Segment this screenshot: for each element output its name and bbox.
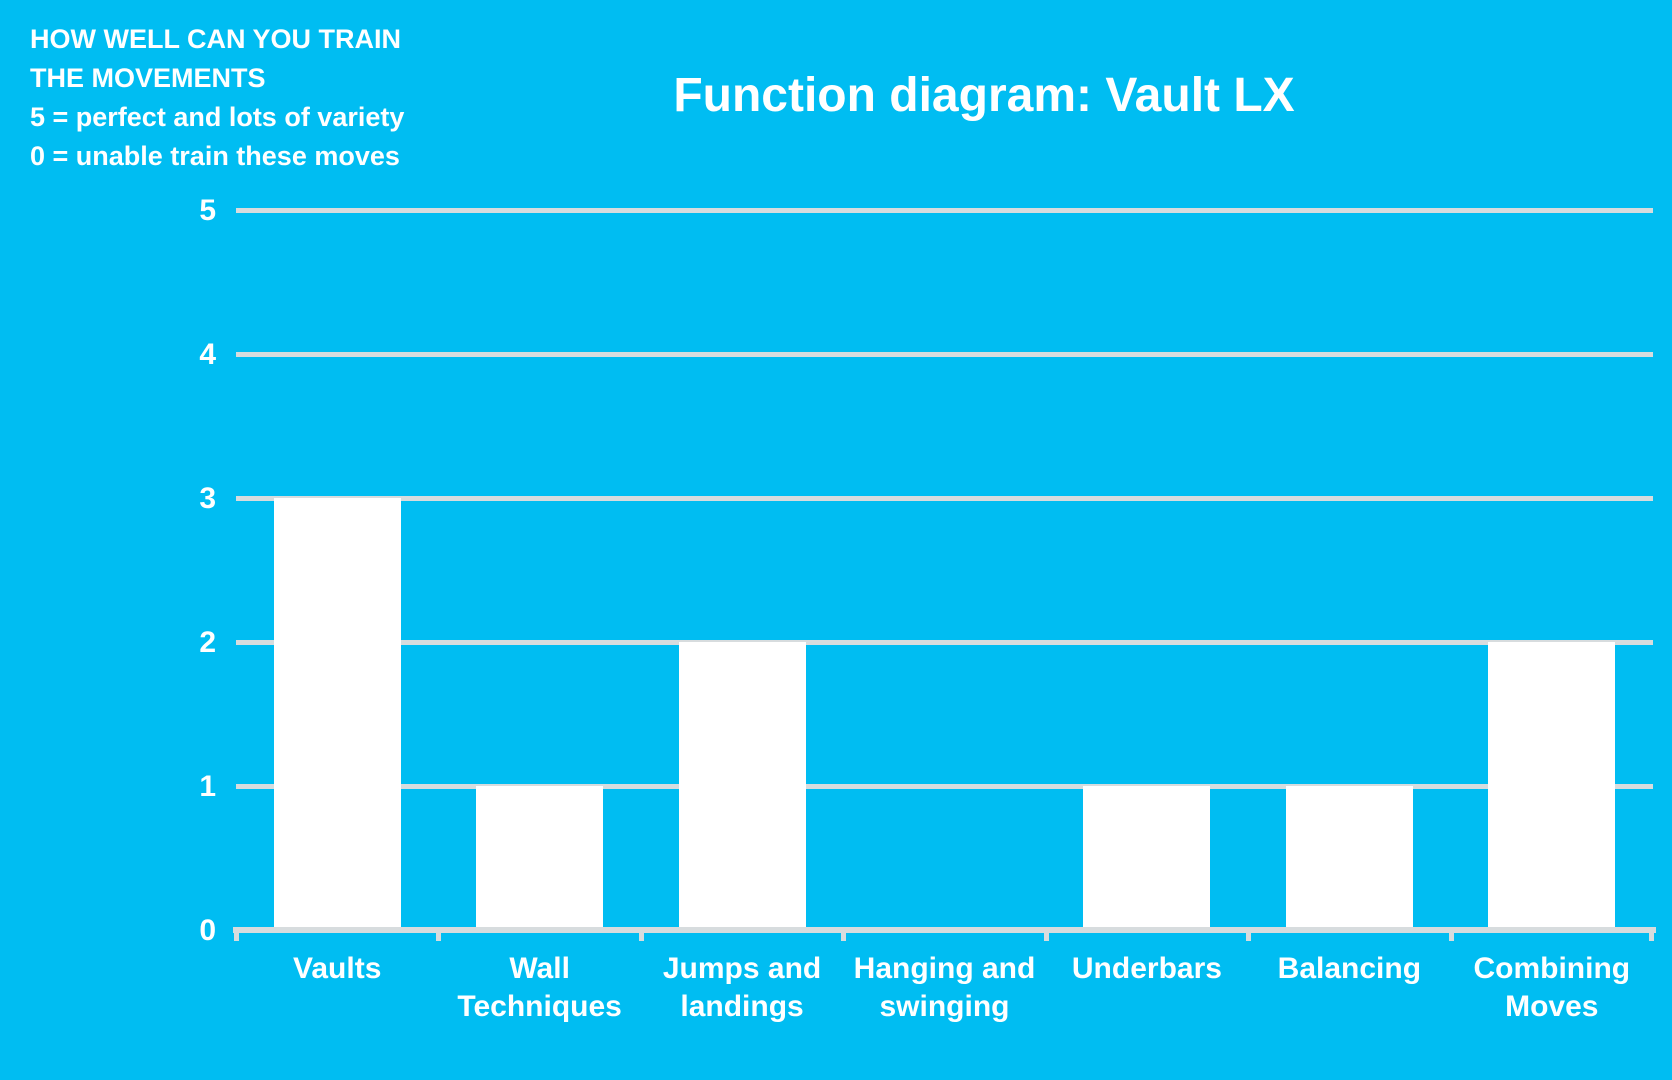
y-tick-label-4: 4 [199, 338, 216, 371]
gridline-4 [236, 352, 1653, 357]
x-axis-line [233, 927, 1656, 933]
bar-combining-moves [1488, 642, 1616, 930]
bar-wall-techniques [476, 786, 604, 930]
bar-underbars [1083, 786, 1211, 930]
x-axis-labels: Vaults Wall Techniques Jumps and landings H… [236, 950, 1653, 1060]
axis-tick-6 [1448, 930, 1454, 941]
gridline-1 [236, 784, 1653, 789]
bar-jumps-and-landings [678, 642, 806, 930]
y-tick-label-0: 0 [199, 914, 216, 947]
chart-title: Function diagram: Vault LX [673, 69, 1295, 122]
gridline-3 [236, 496, 1653, 501]
plot-area [233, 208, 1656, 941]
axis-tick-5 [1246, 930, 1252, 941]
axis-tick-1 [436, 930, 442, 941]
annotation-line-1: HOW WELL CAN YOU TRAIN [30, 24, 401, 54]
y-tick-label-5: 5 [199, 194, 216, 227]
bar-vaults [273, 498, 401, 930]
annotation-note: HOW WELL CAN YOU TRAIN THE MOVEMENTS 5 =… [30, 20, 404, 176]
axis-tick-3 [841, 930, 847, 941]
y-tick-label-1: 1 [199, 770, 216, 803]
x-category-label-1: Vaults [293, 952, 382, 985]
axis-tick-4 [1043, 930, 1049, 941]
bar-balancing [1285, 786, 1413, 930]
gridline-5 [236, 208, 1653, 213]
y-tick-label-3: 3 [199, 482, 216, 515]
annotation-line-2: THE MOVEMENTS [30, 63, 266, 93]
annotation-line-3: 5 = perfect and lots of variety [30, 102, 405, 132]
gridline-2 [236, 640, 1653, 645]
x-category-label-4: Hanging and swinging [853, 952, 1036, 1023]
x-category-label-2: Wall Techniques [457, 952, 622, 1023]
y-axis-labels: 0 1 2 3 4 5 [140, 194, 216, 947]
axis-tick-7 [1649, 930, 1654, 941]
x-category-label-5: Underbars [1071, 952, 1222, 985]
axis-tick-2 [638, 930, 644, 941]
axis-tick-0 [234, 930, 239, 941]
x-category-label-6: Balancing [1277, 952, 1422, 985]
annotation-line-4: 0 = unable train these moves [30, 141, 400, 171]
y-tick-label-2: 2 [199, 626, 216, 659]
x-category-label-7: Combining Moves [1473, 952, 1631, 1023]
x-category-label-3: Jumps and landings [662, 952, 822, 1023]
